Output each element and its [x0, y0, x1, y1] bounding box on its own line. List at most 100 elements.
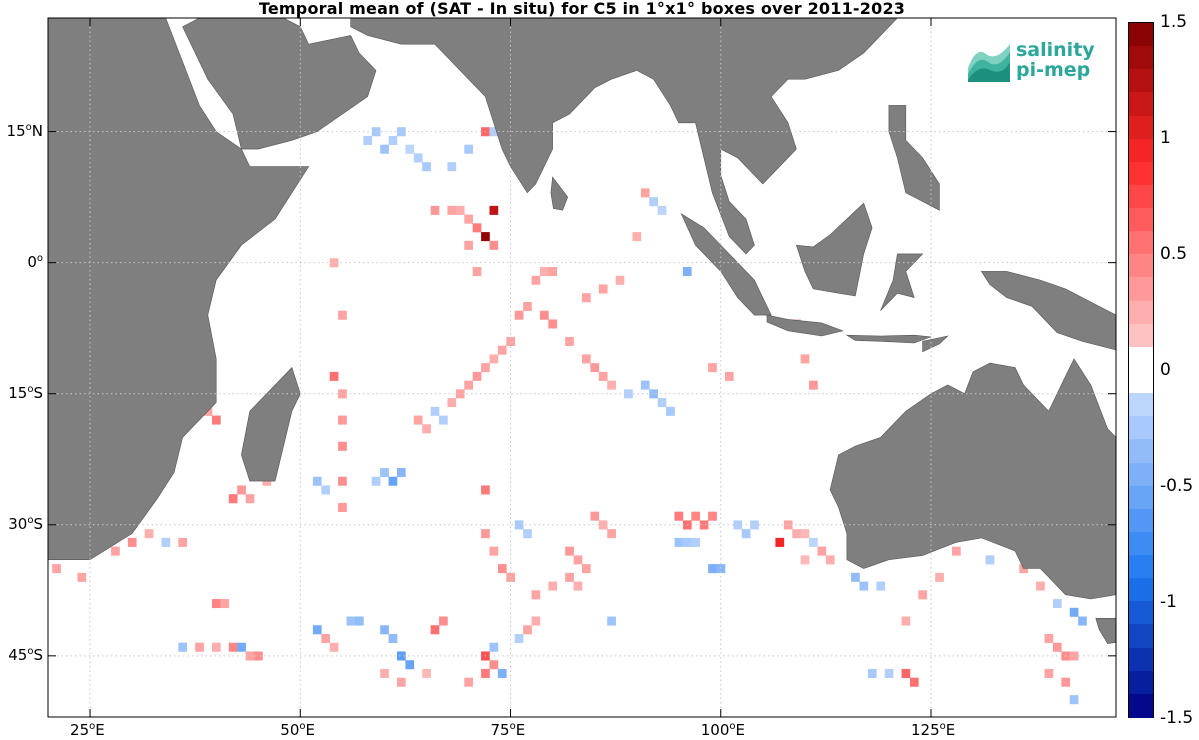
- data-box: [884, 668, 894, 678]
- salinity-pimep-logo: salinity pi-mep: [966, 38, 1096, 88]
- data-box: [506, 336, 516, 346]
- data-box: [489, 205, 499, 215]
- data-box: [178, 537, 188, 547]
- data-box: [708, 564, 717, 574]
- colorbar-segment: [1129, 647, 1153, 673]
- colorbar-segment: [1129, 277, 1153, 302]
- data-box: [430, 406, 440, 416]
- land-mass: [350, 18, 898, 255]
- colorbar: [1128, 22, 1154, 719]
- data-box: [338, 310, 347, 320]
- data-box: [1069, 607, 1079, 617]
- land-mass: [182, 18, 377, 150]
- lat-tick-label: 45oS: [8, 645, 43, 664]
- land-mass: [845, 334, 932, 344]
- lon-tick-label: 100oE: [700, 721, 745, 739]
- data-box: [649, 197, 658, 207]
- data-box: [800, 555, 810, 565]
- data-box: [674, 537, 684, 547]
- colorbar-segment: [1129, 115, 1153, 141]
- lon-tick-label: 50oE: [280, 721, 315, 739]
- land-mass: [766, 314, 844, 337]
- data-box: [531, 616, 541, 626]
- land-mass: [48, 18, 310, 561]
- data-box: [228, 494, 238, 504]
- data-box: [489, 660, 499, 670]
- colorbar-segment: [1129, 555, 1153, 580]
- data-box: [918, 590, 928, 600]
- colorbar-tick-label: -0.5: [1160, 476, 1194, 496]
- data-box: [674, 511, 684, 521]
- data-box: [464, 677, 473, 687]
- colorbar-tick-label: -1.5: [1160, 708, 1194, 728]
- data-box: [312, 476, 322, 486]
- colorbar-segment: [1129, 138, 1153, 164]
- data-box: [607, 529, 616, 539]
- data-box: [809, 537, 818, 547]
- data-box: [447, 398, 457, 408]
- data-box: [481, 668, 490, 678]
- data-box: [817, 546, 827, 556]
- data-box: [195, 642, 204, 652]
- data-box: [691, 511, 701, 521]
- data-box: [565, 572, 574, 582]
- colorbar-segment: [1129, 323, 1153, 349]
- data-box: [338, 389, 347, 399]
- data-box: [682, 267, 692, 277]
- data-box: [338, 441, 347, 451]
- data-box: [909, 677, 919, 687]
- land-mass: [680, 212, 772, 316]
- data-box: [657, 205, 667, 215]
- data-box: [724, 371, 734, 381]
- data-box: [245, 651, 255, 661]
- data-box: [825, 555, 835, 565]
- data-box: [396, 651, 406, 661]
- data-box: [497, 564, 507, 574]
- data-box: [1052, 599, 1062, 609]
- data-box: [237, 485, 246, 495]
- colorbar-segment: [1129, 92, 1153, 117]
- data-box: [388, 476, 398, 486]
- data-box: [413, 153, 423, 163]
- data-box: [472, 267, 482, 277]
- data-box: [481, 232, 490, 242]
- colorbar-segment: [1129, 300, 1153, 326]
- data-box: [708, 511, 717, 521]
- data-box: [380, 668, 389, 678]
- lon-tick-label: 125oE: [910, 721, 956, 739]
- lat-tick-label: 0o: [27, 252, 43, 271]
- data-box: [388, 135, 398, 145]
- data-box: [396, 127, 406, 137]
- data-box: [338, 502, 347, 512]
- data-box: [52, 564, 61, 574]
- data-box: [716, 564, 726, 574]
- data-box: [464, 380, 473, 390]
- data-box: [582, 293, 591, 303]
- data-box: [430, 205, 440, 215]
- data-box: [598, 371, 608, 381]
- data-box: [800, 529, 810, 539]
- data-box: [371, 476, 381, 486]
- data-box: [691, 537, 701, 547]
- data-box: [624, 389, 633, 399]
- data-box: [682, 537, 692, 547]
- data-box: [245, 494, 255, 504]
- colorbar-segment: [1129, 601, 1153, 626]
- colorbar-segment: [1129, 23, 1153, 48]
- data-box: [548, 267, 558, 277]
- colorbar-tick-label: 0: [1160, 360, 1171, 380]
- data-box: [867, 668, 877, 678]
- data-box: [640, 380, 650, 390]
- data-box: [548, 581, 558, 591]
- data-box: [312, 625, 322, 635]
- colorbar-tick-label: 0.5: [1160, 244, 1188, 264]
- colorbar-tick-label: 1.5: [1160, 12, 1188, 32]
- data-box: [1061, 677, 1071, 687]
- colorbar-segment: [1129, 439, 1153, 464]
- salinity-wave-logo-icon: [968, 44, 1010, 82]
- data-box: [523, 529, 532, 539]
- data-box: [422, 162, 431, 172]
- data-box: [481, 363, 490, 373]
- colorbar-segment: [1129, 46, 1153, 71]
